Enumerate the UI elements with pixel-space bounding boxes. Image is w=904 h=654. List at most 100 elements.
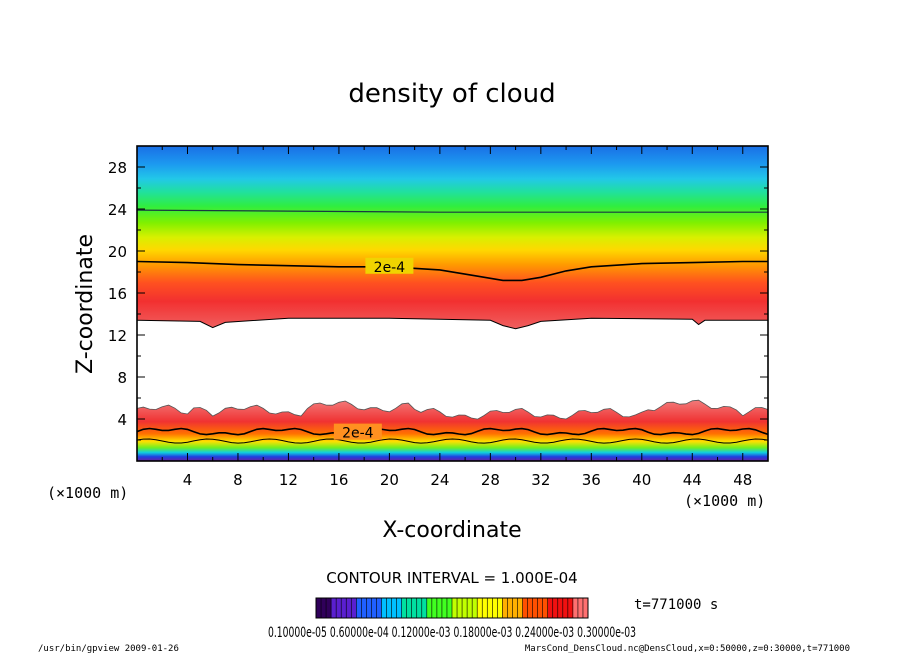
contour-label: 2e-4	[342, 426, 374, 442]
y-tick-label: 8	[117, 369, 127, 387]
contour-line-2e-4-upper	[137, 260, 768, 282]
colorbar-cell	[547, 598, 554, 618]
y-tick-label: 4	[117, 411, 127, 429]
colorbar-cell	[391, 598, 397, 618]
colorbar-labels: 0.10000e-05 0.60000e-04 0.12000e-03 0.18…	[268, 625, 636, 641]
colorbar-cell	[381, 598, 387, 618]
colorbar-cell	[577, 598, 584, 618]
colorbar	[315, 598, 589, 618]
x-tick-label: 12	[279, 471, 298, 489]
x-tick-label: 36	[582, 471, 601, 489]
colorbar-cell	[527, 598, 533, 618]
y-axis: 4 8 12 16 20 24 28	[108, 159, 768, 441]
contour-line-24	[137, 209, 768, 213]
colorbar-cell	[492, 598, 498, 618]
colorbar-cell	[582, 598, 589, 618]
x-tick-label: 32	[531, 471, 550, 489]
y-tick-label: 24	[108, 201, 127, 219]
x-unit-left: (×1000 m)	[47, 484, 128, 502]
colorbar-cell	[431, 598, 438, 618]
y-axis-label: Z-coordinate	[73, 234, 98, 374]
colorbar-cell	[376, 598, 382, 618]
colorbar-cell	[411, 598, 418, 618]
colorbar-cell	[351, 598, 357, 618]
x-tick-label: 44	[683, 471, 702, 489]
colorbar-cell	[517, 598, 523, 618]
x-axis: 4 8 12 16 20 24 28 32 36 40 44 48	[161, 146, 752, 489]
colorbar-cell	[356, 598, 362, 618]
colorbar-frame	[315, 597, 589, 619]
colorbar-cell	[497, 598, 503, 618]
x-tick-label: 4	[183, 471, 193, 489]
colorbar-cell	[316, 598, 322, 618]
colorbar-cell	[502, 598, 508, 618]
colorbar-cell	[457, 598, 463, 618]
colorbar-cell	[522, 598, 528, 618]
y-tick-label: 12	[108, 327, 127, 345]
colorbar-cell	[542, 598, 549, 618]
colorbar-cell	[436, 598, 443, 618]
colorbar-cell	[472, 598, 478, 618]
colorbar-cell	[477, 598, 483, 618]
colorbar-cell	[331, 598, 337, 618]
colorbar-cell	[426, 598, 433, 618]
colorbar-cell	[386, 598, 392, 618]
colorbar-cell	[321, 598, 327, 618]
lower-cloud-fill	[137, 400, 768, 461]
contour-label-bg	[365, 257, 414, 274]
contour-line-2e-4-lower	[137, 427, 768, 436]
x-tick-label: 8	[233, 471, 243, 489]
colorbar-cell	[446, 598, 453, 618]
plot-area	[137, 146, 768, 461]
y-tick-label: 28	[108, 159, 127, 177]
footer-right: MarsCond_DensCloud.nc@DensCloud,x=0:5000…	[525, 644, 850, 654]
colorbar-cell	[562, 598, 569, 618]
colorbar-cell	[482, 598, 488, 618]
colorbar-cell	[552, 598, 559, 618]
upper-cloud-fill	[137, 146, 768, 329]
colorbar-cell	[366, 598, 372, 618]
contour-line-lower-2	[137, 438, 768, 444]
colorbar-cell	[487, 598, 493, 618]
colorbar-cell	[346, 598, 352, 618]
chart-title: density of cloud	[348, 79, 555, 109]
x-tick-label: 48	[733, 471, 752, 489]
colorbar-cell	[401, 598, 407, 618]
x-tick-label: 24	[430, 471, 449, 489]
colorbar-cell	[532, 598, 538, 618]
upper-cloud-outline	[137, 317, 768, 330]
colorbar-cell	[507, 598, 513, 618]
colorbar-cell	[416, 598, 423, 618]
colorbar-cell	[452, 598, 458, 618]
colorbar-cell	[396, 598, 402, 618]
colorbar-cell	[467, 598, 473, 618]
colorbar-cell	[537, 598, 543, 618]
colorbar-cell	[421, 598, 428, 618]
contour-interval: CONTOUR INTERVAL = 1.000E-04	[326, 569, 577, 587]
colorbar-cell	[557, 598, 564, 618]
contour-labels: 2e-4 2e-4	[333, 257, 414, 442]
colorbar-cell	[371, 598, 377, 618]
x-tick-label: 20	[380, 471, 399, 489]
colorbar-cell	[336, 598, 342, 618]
x-tick-label: 28	[481, 471, 500, 489]
contour-label: 2e-4	[374, 260, 406, 276]
colorbar-cell	[341, 598, 347, 618]
colorbar-cell	[441, 598, 448, 618]
colorbar-cell	[572, 598, 579, 618]
colorbar-cell	[361, 598, 367, 618]
time-label: t=771000 s	[634, 597, 718, 613]
plot-frame	[136, 145, 769, 462]
colorbar-cell	[326, 598, 332, 618]
colorbar-cell	[512, 598, 518, 618]
footer-left: /usr/bin/gpview 2009-01-26	[38, 644, 179, 654]
x-axis-label: X-coordinate	[382, 518, 521, 543]
y-tick-label: 16	[108, 285, 127, 303]
colorbar-cell	[406, 598, 413, 618]
colorbar-cell	[567, 598, 574, 618]
colorbar-cell	[462, 598, 468, 618]
lower-cloud-outline	[137, 399, 768, 420]
x-tick-label: 40	[632, 471, 651, 489]
x-unit-right: (×1000 m)	[684, 492, 765, 510]
